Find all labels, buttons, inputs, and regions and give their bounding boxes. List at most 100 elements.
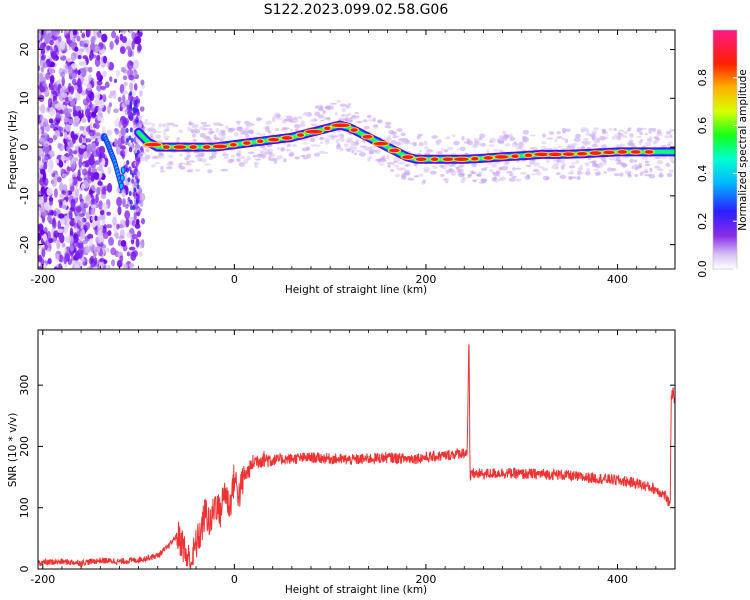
heatmap-cell [639,131,644,136]
heatmap-cell [591,144,599,148]
heatmap-cell [611,135,616,141]
heatmap-cell [100,194,107,200]
heatmap-cell [81,32,86,39]
heatmap-cell [621,163,627,168]
heatmap-cell [515,167,522,170]
heatmap-cell [212,144,228,149]
heatmap-cell [618,129,625,133]
heatmap-cell [70,198,76,209]
heatmap-cell [372,117,376,122]
heatmap-cell [72,150,78,155]
heatmap-cell [562,163,567,167]
heatmap-cell [70,185,75,192]
heatmap-cell [96,71,101,77]
heatmap-cell [289,151,295,157]
heatmap-cell [125,167,129,173]
heatmap-cell [403,172,411,176]
heatmap-cell [78,110,82,119]
heatmap-cell [473,137,480,142]
heatmap-cell [72,233,79,244]
spectrogram-y-label: Frequency (Hz) [7,110,19,189]
heatmap-cell [83,152,88,159]
heatmap-cell [546,158,550,164]
heatmap-cell [322,110,327,115]
heatmap-cell [418,173,424,177]
heatmap-cell [454,157,469,162]
heatmap-cell [197,153,205,157]
x-tick-label: 200 [415,573,436,586]
heatmap-cell [386,155,390,160]
heatmap-cell [478,137,483,141]
heatmap-cell [336,99,341,103]
heatmap-cell [281,121,287,124]
heatmap-cell [669,158,675,163]
heatmap-cell [612,168,617,171]
heatmap-cell [423,146,429,150]
heatmap-cell [208,130,214,135]
heatmap-cell [235,152,241,157]
heatmap-cell [475,140,479,145]
heatmap-cell [224,155,229,160]
heatmap-cell [189,145,197,149]
heatmap-cell [503,134,510,139]
heatmap-cell [94,215,98,222]
heatmap-cell [42,30,48,40]
heatmap-cell [40,186,46,196]
heatmap-cell [466,140,473,146]
heatmap-cell [71,78,77,86]
heatmap-cell [464,152,469,155]
heatmap-cell [129,69,134,76]
heatmap-cell [55,158,60,164]
heatmap-cell [256,132,261,136]
heatmap-cell [284,118,289,122]
heatmap-cell [656,129,662,134]
heatmap-cell [230,154,235,158]
spectrogram-x-label: Height of straight line (km) [285,284,427,296]
heatmap-cell [113,232,119,237]
heatmap-cell [317,114,325,119]
heatmap-cell [574,159,580,164]
heatmap-cell [97,224,104,233]
heatmap-cell [127,196,131,202]
heatmap-cell [43,226,48,235]
heatmap-cell [282,127,290,130]
heatmap-cell [38,241,42,249]
heatmap-cell [461,176,466,181]
heatmap-cell [384,124,389,128]
heatmap-cell [121,36,128,44]
heatmap-cell [161,123,166,128]
heatmap-cell [368,119,373,122]
heatmap-cell [656,159,664,165]
heatmap-cell [85,211,91,220]
heatmap-cell [631,165,635,169]
heatmap-cell [513,141,517,145]
heatmap-cell [80,230,86,240]
heatmap-cell [652,129,656,132]
heatmap-cell [296,133,304,137]
heatmap-cell [178,165,186,170]
heatmap-cell [48,209,53,214]
heatmap-cell [74,188,80,197]
heatmap-cell [220,135,226,140]
heatmap-cell [436,139,443,144]
heatmap-cell [95,123,100,129]
heatmap-cell [423,169,429,174]
heatmap-cell [43,161,48,170]
heatmap-cell [44,201,52,211]
heatmap-cell [211,151,218,156]
heatmap-cell [293,119,299,124]
heatmap-cell [616,145,623,148]
heatmap-cell [644,160,650,164]
heatmap-cell [82,60,87,67]
heatmap-cell [90,37,95,45]
heatmap-cell [77,54,82,60]
heatmap-cell [46,32,53,41]
heatmap-cell [287,118,293,123]
heatmap-cell [602,159,607,163]
heatmap-cell [583,137,590,141]
heatmap-cell [165,122,170,127]
heatmap-cell [249,130,254,135]
heatmap-cell [557,145,563,149]
heatmap-cell [89,132,93,137]
heatmap-cell [102,93,106,99]
